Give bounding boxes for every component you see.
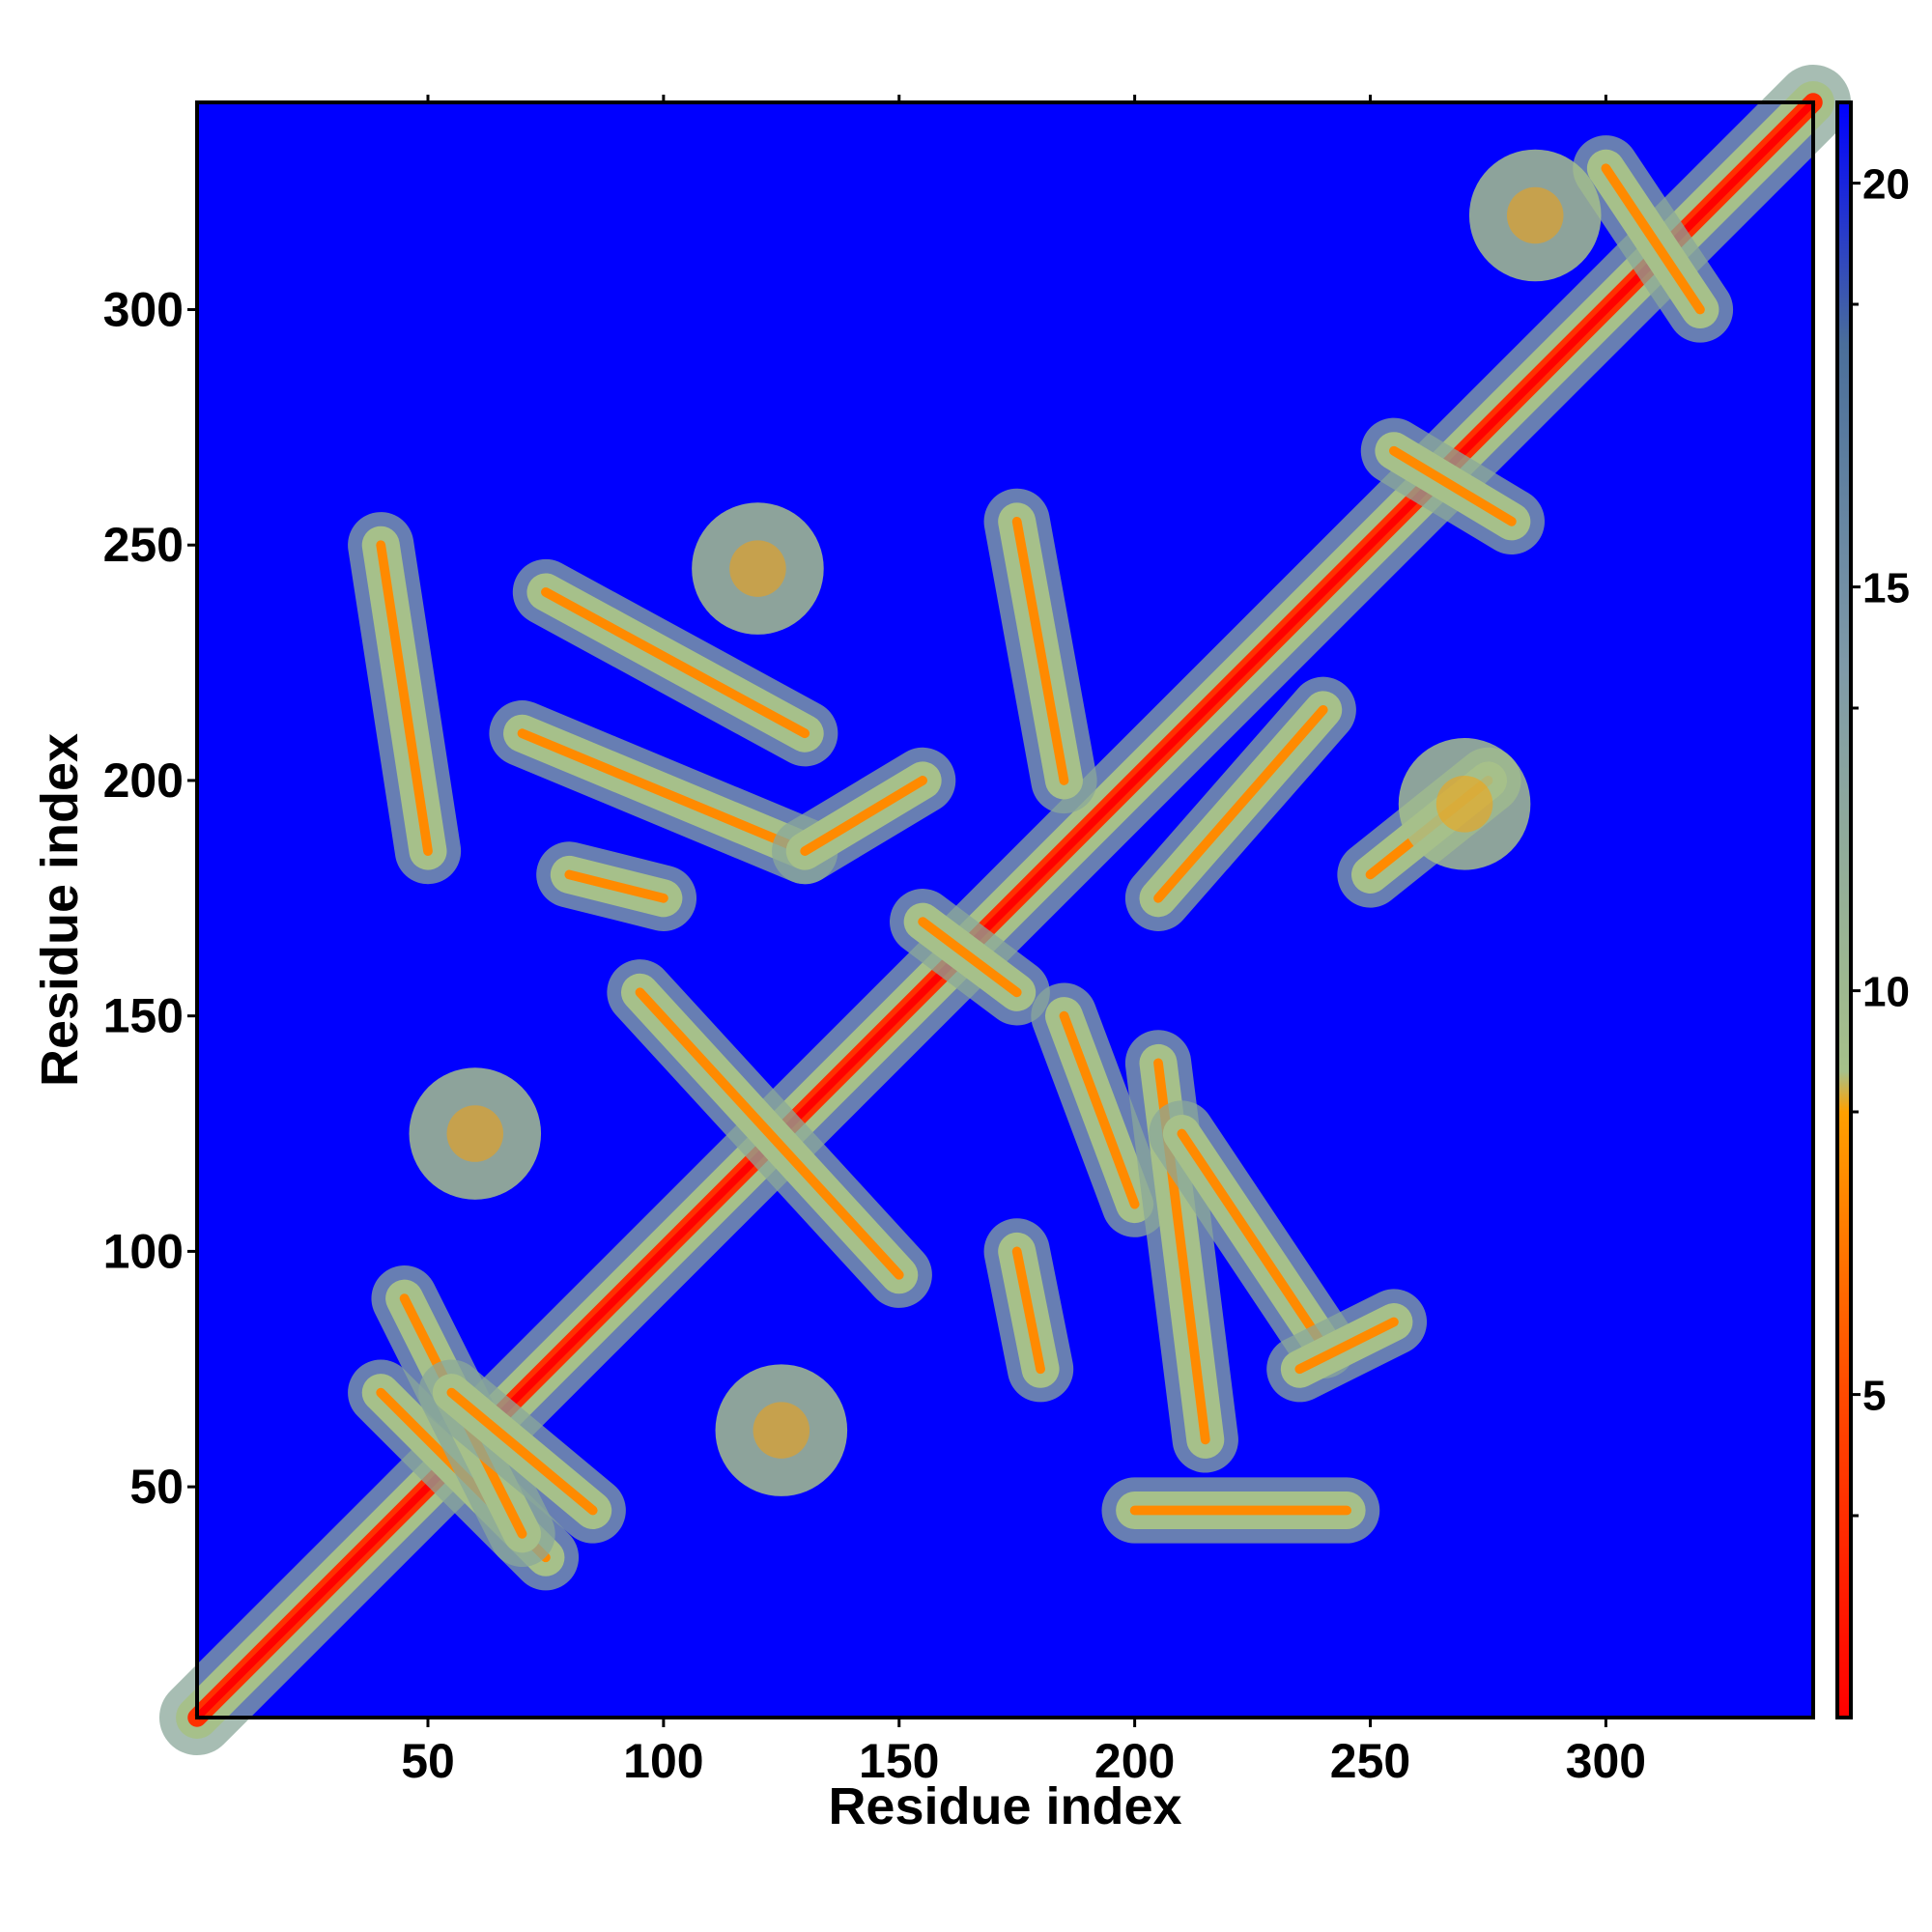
contact-feature-band xyxy=(512,558,838,767)
contact-feature-band xyxy=(489,700,838,885)
colorbar-gradient xyxy=(1835,100,1853,1719)
contact-feature-band xyxy=(1360,417,1545,554)
x-tick-label: 300 xyxy=(1566,1734,1646,1788)
colorbar-ticks: 5 10 15 20 xyxy=(1851,161,1910,1518)
x-tick-label: 250 xyxy=(1330,1734,1410,1788)
contact-feature-blob xyxy=(1468,149,1602,282)
contact-feature-blob xyxy=(692,502,824,635)
contact-feature-band xyxy=(1124,676,1356,931)
y-axis: 50 100 150 200 250 300 xyxy=(103,282,197,1514)
plot-area xyxy=(158,64,1852,1756)
x-tick-label: 150 xyxy=(859,1734,939,1788)
y-tick-label: 100 xyxy=(103,1224,184,1278)
contact-feature-band xyxy=(348,512,462,885)
x-tick-label: 100 xyxy=(623,1734,703,1788)
x-axis-title: Residue index xyxy=(828,1777,1181,1835)
heatmap-features xyxy=(158,64,1852,1756)
y-tick-label: 300 xyxy=(103,282,184,336)
colorbar-tick-label: 10 xyxy=(1862,969,1910,1016)
y-tick-label: 200 xyxy=(103,753,184,808)
contact-feature-blob xyxy=(1398,738,1531,870)
colorbar-tick-label: 5 xyxy=(1862,1373,1886,1420)
y-axis-title: Residue index xyxy=(31,733,89,1087)
colorbar-tick-label: 20 xyxy=(1862,161,1910,209)
y-tick-label: 50 xyxy=(129,1460,184,1514)
contact-feature-band xyxy=(1031,982,1168,1237)
plot-frame xyxy=(195,100,1815,1719)
contact-feature-band xyxy=(1266,1289,1428,1403)
contact-feature-band xyxy=(772,747,956,885)
x-tick-label: 200 xyxy=(1094,1734,1175,1788)
y-tick-label: 250 xyxy=(103,518,184,572)
contact-feature-band xyxy=(1149,1100,1356,1379)
contact-feature-band xyxy=(1573,135,1734,343)
colorbar-tick-label: 15 xyxy=(1862,565,1910,612)
contact-feature-band xyxy=(983,488,1097,814)
x-tick-label: 50 xyxy=(401,1734,455,1788)
contact-feature-blob xyxy=(715,1364,848,1496)
contact-feature-band xyxy=(983,1218,1074,1403)
contact-feature-blob xyxy=(409,1067,542,1200)
contact-feature-band xyxy=(536,841,697,931)
contact-feature-band xyxy=(890,889,1050,1026)
y-tick-label: 150 xyxy=(103,989,184,1043)
colorbar: 5 10 15 20 xyxy=(1835,100,1910,1719)
x-axis: 50 100 150 200 250 300 xyxy=(401,95,1646,1788)
contact-feature-band xyxy=(418,1359,626,1544)
contact-feature-band xyxy=(607,959,932,1308)
